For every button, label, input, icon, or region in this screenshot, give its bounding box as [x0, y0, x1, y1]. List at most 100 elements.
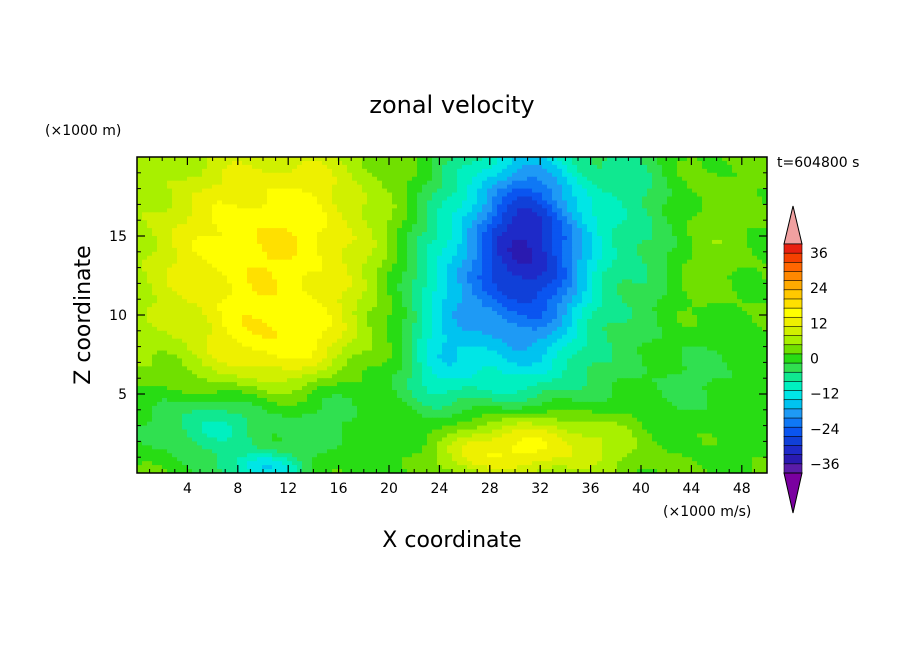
field-cell	[267, 295, 273, 300]
field-cell	[277, 196, 283, 202]
field-cell	[357, 220, 363, 225]
field-cell	[422, 236, 428, 241]
field-cell	[297, 255, 303, 261]
field-cell	[292, 255, 298, 261]
field-cell	[512, 303, 518, 308]
field-cell	[527, 299, 533, 304]
field-cell	[562, 299, 568, 304]
field-cell	[327, 164, 333, 170]
field-cell	[142, 220, 148, 225]
field-cell	[157, 255, 163, 261]
field-cell	[367, 157, 373, 162]
field-cell	[677, 176, 683, 182]
field-cell	[702, 224, 708, 229]
field-cell	[357, 208, 363, 213]
field-cell	[477, 164, 483, 170]
field-cell	[422, 299, 428, 304]
field-cell	[697, 204, 703, 209]
field-cell	[397, 263, 403, 269]
field-cell	[292, 299, 298, 304]
field-cell	[162, 271, 168, 277]
field-cell	[592, 180, 598, 186]
field-cell	[522, 208, 528, 213]
field-cell	[747, 307, 753, 312]
field-cell	[702, 184, 708, 190]
field-cell	[762, 176, 767, 182]
field-cell	[197, 279, 203, 284]
field-cell	[572, 172, 578, 178]
field-cell	[327, 267, 333, 273]
field-cell	[527, 267, 533, 273]
field-cell	[437, 220, 443, 225]
field-cell	[277, 271, 283, 277]
field-cell	[247, 299, 253, 304]
field-cell	[467, 216, 473, 221]
field-cell	[712, 184, 718, 190]
field-cell	[222, 236, 228, 241]
field-cell	[227, 228, 233, 233]
field-cell	[272, 196, 278, 202]
field-cell	[687, 299, 693, 304]
field-cell	[692, 251, 698, 257]
field-cell	[567, 251, 573, 257]
field-cell	[262, 188, 268, 194]
field-cell	[542, 295, 548, 300]
field-cell	[577, 287, 583, 292]
field-cell	[252, 275, 258, 281]
field-cell	[447, 172, 453, 178]
field-cell	[757, 204, 763, 209]
field-cell	[647, 291, 653, 296]
field-cell	[552, 307, 558, 312]
field-cell	[607, 224, 613, 229]
field-cell	[732, 168, 738, 174]
field-cell	[587, 255, 593, 261]
field-cell	[447, 232, 453, 237]
field-cell	[667, 236, 673, 241]
field-cell	[347, 200, 353, 205]
field-cell	[407, 157, 413, 162]
field-cell	[402, 216, 408, 221]
field-cell	[702, 192, 708, 198]
field-cell	[537, 295, 543, 300]
field-cell	[177, 216, 183, 221]
field-cell	[432, 259, 438, 265]
field-cell	[427, 279, 433, 284]
field-cell	[432, 220, 438, 225]
field-cell	[467, 232, 473, 237]
field-cell	[677, 220, 683, 225]
field-cell	[567, 263, 573, 269]
field-cell	[442, 283, 448, 288]
field-cell	[297, 164, 303, 170]
field-cell	[702, 243, 708, 249]
field-cell	[752, 239, 758, 245]
field-cell	[137, 267, 143, 273]
field-cell	[682, 184, 688, 190]
field-cell	[487, 192, 493, 198]
field-cell	[417, 172, 423, 178]
field-cell	[347, 236, 353, 241]
field-cell	[522, 157, 528, 162]
field-cell	[332, 271, 338, 277]
field-cell	[757, 164, 763, 170]
field-cell	[412, 291, 418, 296]
field-cell	[327, 228, 333, 233]
field-cell	[642, 299, 648, 304]
field-cell	[537, 275, 543, 281]
field-cell	[672, 287, 678, 292]
field-cell	[382, 239, 388, 245]
field-cell	[207, 212, 213, 217]
field-cell	[412, 275, 418, 281]
field-cell	[487, 247, 493, 253]
field-cell	[507, 271, 513, 277]
field-cell	[612, 196, 618, 202]
field-cell	[382, 251, 388, 257]
field-cell	[327, 287, 333, 292]
field-cell	[262, 192, 268, 198]
field-cell	[157, 279, 163, 284]
field-cell	[707, 176, 713, 182]
field-cell	[412, 180, 418, 186]
field-cell	[752, 255, 758, 261]
field-cell	[192, 287, 198, 292]
field-cell	[372, 184, 378, 190]
field-cell	[582, 271, 588, 277]
